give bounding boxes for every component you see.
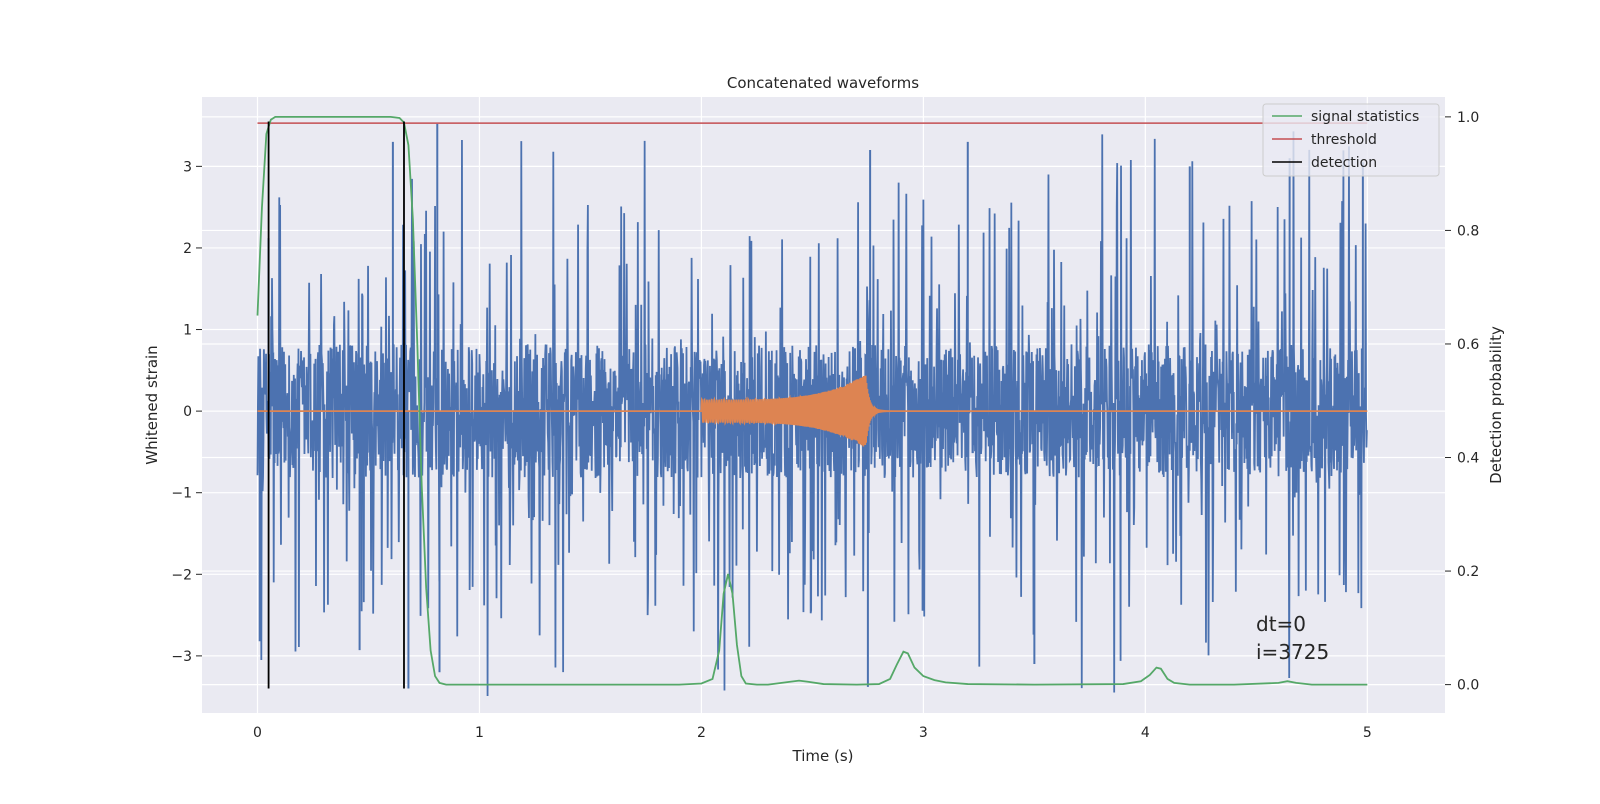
y-left-tick-label: 0 — [183, 404, 192, 420]
y-right-tick-label: 1.0 — [1457, 110, 1479, 126]
legend: signal statistics threshold detection — [1262, 103, 1440, 177]
x-tick-label: 4 — [1141, 725, 1150, 741]
y-left-tick-label: −3 — [171, 649, 192, 665]
strain-series — [256, 123, 1368, 697]
y-axis-left-label: Whitened strain — [143, 345, 161, 464]
x-tick-label: 1 — [475, 725, 484, 741]
signal-statistics-series — [256, 115, 1368, 686]
x-tick-label: 2 — [697, 725, 706, 741]
x-tick-label: 3 — [919, 725, 928, 741]
x-tick-label: 5 — [1363, 725, 1372, 741]
y-right-tick-label: 0.4 — [1457, 451, 1479, 467]
x-tick-label: 0 — [253, 725, 262, 741]
y-left-tick-label: 3 — [183, 159, 192, 175]
legend-label-signal-statistics: signal statistics — [1311, 109, 1419, 125]
y-right-tick-label: 0.6 — [1457, 337, 1479, 353]
signal-statistics-line — [256, 115, 1368, 686]
y-right-tick-label: 0.0 — [1457, 678, 1479, 694]
annotation-index: i=3725 — [1256, 640, 1329, 664]
y-right-tick-label: 0.8 — [1457, 223, 1479, 239]
annotation-dt: dt=0 — [1256, 612, 1306, 636]
axis-ticks: 0 1 2 3 4 5 −3 −2 −1 0 1 2 3 0.0 0.2 0.4 0.6 0.8 1.0 — [171, 110, 1479, 741]
y-left-tick-label: −2 — [171, 567, 192, 583]
y-left-tick-label: 1 — [183, 323, 192, 339]
y-left-tick-label: 2 — [183, 241, 192, 257]
annotation-box: dt=0 i=3725 — [1256, 612, 1329, 664]
y-axis-right-label: Detection probability — [1487, 326, 1505, 484]
legend-label-threshold: threshold — [1311, 132, 1377, 148]
y-left-tick-label: −1 — [171, 486, 192, 502]
x-axis-label: Time (s) — [792, 747, 854, 765]
injected-waveform-line — [257, 375, 1368, 447]
chart-title: Concatenated waveforms — [727, 74, 919, 92]
detection-series — [267, 121, 405, 689]
injected-waveform-series — [257, 375, 1368, 447]
legend-frame — [1262, 103, 1440, 177]
legend-label-detection: detection — [1311, 155, 1377, 171]
y-right-tick-label: 0.2 — [1457, 564, 1479, 580]
strain-line — [256, 131, 1368, 697]
